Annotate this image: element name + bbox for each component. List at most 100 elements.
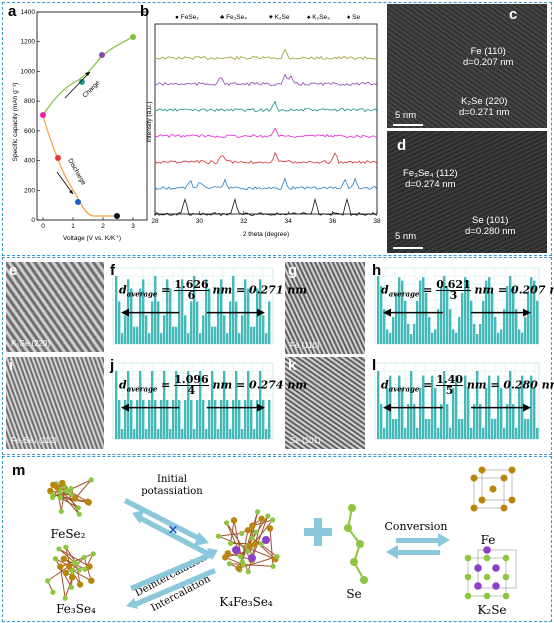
profile-bar xyxy=(157,301,160,344)
panel-m-schematic: FeSe₂ Fe₃Se₄ Initial potassiation Deinte… xyxy=(45,466,517,617)
profile-bar xyxy=(518,387,521,439)
profile-bar xyxy=(527,292,530,344)
profile-bar xyxy=(232,400,235,439)
profile-bar xyxy=(133,326,136,344)
panel-label-k: k xyxy=(288,357,297,374)
x-tick-label: 3 xyxy=(131,223,135,230)
atom xyxy=(215,533,222,539)
atom xyxy=(86,563,93,570)
profile-bar xyxy=(139,288,142,344)
discharge-curve xyxy=(42,114,117,217)
discharge-label: Discharge xyxy=(66,158,87,187)
scale-bar xyxy=(393,124,423,126)
fese2-label: FeSe₂ xyxy=(51,527,86,541)
profile-bar xyxy=(226,400,229,439)
profile-bar xyxy=(386,387,389,439)
atom xyxy=(245,569,251,575)
profile-bar xyxy=(416,427,419,439)
x-tick-label: 2 xyxy=(101,223,105,230)
profile-bar xyxy=(229,301,232,344)
xrd-trace xyxy=(154,151,378,165)
profile-bar xyxy=(166,279,169,344)
profile-bar xyxy=(178,288,181,344)
profile-bar xyxy=(389,332,392,344)
atom xyxy=(68,491,74,498)
xrd-trace xyxy=(154,48,378,61)
profile-bar xyxy=(151,371,154,439)
atom xyxy=(76,567,82,573)
profile-bar xyxy=(536,427,539,439)
se-atom xyxy=(483,573,491,581)
profile-bar xyxy=(130,288,133,344)
profile-bar xyxy=(118,400,121,439)
profile-bar xyxy=(223,371,226,439)
profile-bar xyxy=(464,277,467,344)
k-atom xyxy=(248,554,256,562)
profile-bar xyxy=(169,288,172,344)
profile-bar xyxy=(488,277,491,344)
profile-bar xyxy=(184,315,187,344)
atom xyxy=(223,520,230,526)
profile-bar xyxy=(533,387,536,439)
panel-label-e: e xyxy=(9,262,18,279)
profile-bar xyxy=(428,317,431,344)
profile-bar xyxy=(151,301,154,344)
atom xyxy=(227,540,234,546)
atom xyxy=(76,511,82,517)
profile-bar xyxy=(467,280,470,344)
k4fe3se4-label: K₄Fe₃Se₄ xyxy=(219,595,273,609)
atom xyxy=(60,555,68,562)
se-atom xyxy=(483,554,491,562)
panel-l-profile: l daverage = 1.40 5 nm = 0.280 nm xyxy=(369,357,554,449)
y-tick-label: 600 xyxy=(24,128,35,135)
k-atom xyxy=(262,536,270,544)
profile-bar xyxy=(515,427,518,439)
profile-bar xyxy=(527,418,530,439)
atom xyxy=(245,548,251,554)
atom xyxy=(81,554,87,561)
frame-top xyxy=(2,2,552,256)
profile-bar xyxy=(518,329,521,344)
atom xyxy=(71,495,79,502)
profile-bar xyxy=(238,333,241,344)
profile-bar xyxy=(476,334,479,344)
panel-a-chart: 0 200 400 600 800 1000 1200 1400 0 1 2 3 Specific … xyxy=(12,9,148,242)
profile-bar xyxy=(163,371,166,439)
atom xyxy=(270,563,276,569)
profile-bar xyxy=(455,375,458,439)
panel-label-b: b xyxy=(140,3,150,20)
point-6 xyxy=(99,52,105,58)
fe-atom xyxy=(500,504,508,512)
profile-bar xyxy=(458,418,461,439)
profile-bar xyxy=(425,418,428,439)
profile-bar xyxy=(229,429,232,439)
atom xyxy=(239,530,245,536)
profile-bar xyxy=(530,375,533,439)
profile-bar xyxy=(419,387,422,439)
profile-bar xyxy=(500,387,503,439)
profile-bar xyxy=(121,429,124,439)
profile-bar xyxy=(199,371,202,439)
profile-bar xyxy=(461,418,464,439)
y-tick-label: 400 xyxy=(24,158,35,165)
profile-bar xyxy=(232,276,235,344)
atom xyxy=(237,554,244,560)
profile-bar xyxy=(139,371,142,439)
legend-entry: ♦ Se xyxy=(347,14,360,21)
conversion-arrows xyxy=(386,533,450,559)
point-5 xyxy=(79,79,85,85)
profile-bar xyxy=(434,387,437,439)
profile-bar xyxy=(470,427,473,439)
profile-bar xyxy=(497,332,500,344)
x-tick-label: 28 xyxy=(151,218,159,225)
atom xyxy=(90,551,96,557)
panel-label-g: g xyxy=(288,262,298,279)
se-atom xyxy=(356,540,364,548)
atom xyxy=(68,574,76,581)
atom xyxy=(56,546,62,552)
atom xyxy=(52,556,59,562)
profile-bar xyxy=(208,288,211,344)
profile-bar xyxy=(208,400,211,439)
point-2 xyxy=(55,155,61,161)
profile-bar xyxy=(217,429,220,439)
